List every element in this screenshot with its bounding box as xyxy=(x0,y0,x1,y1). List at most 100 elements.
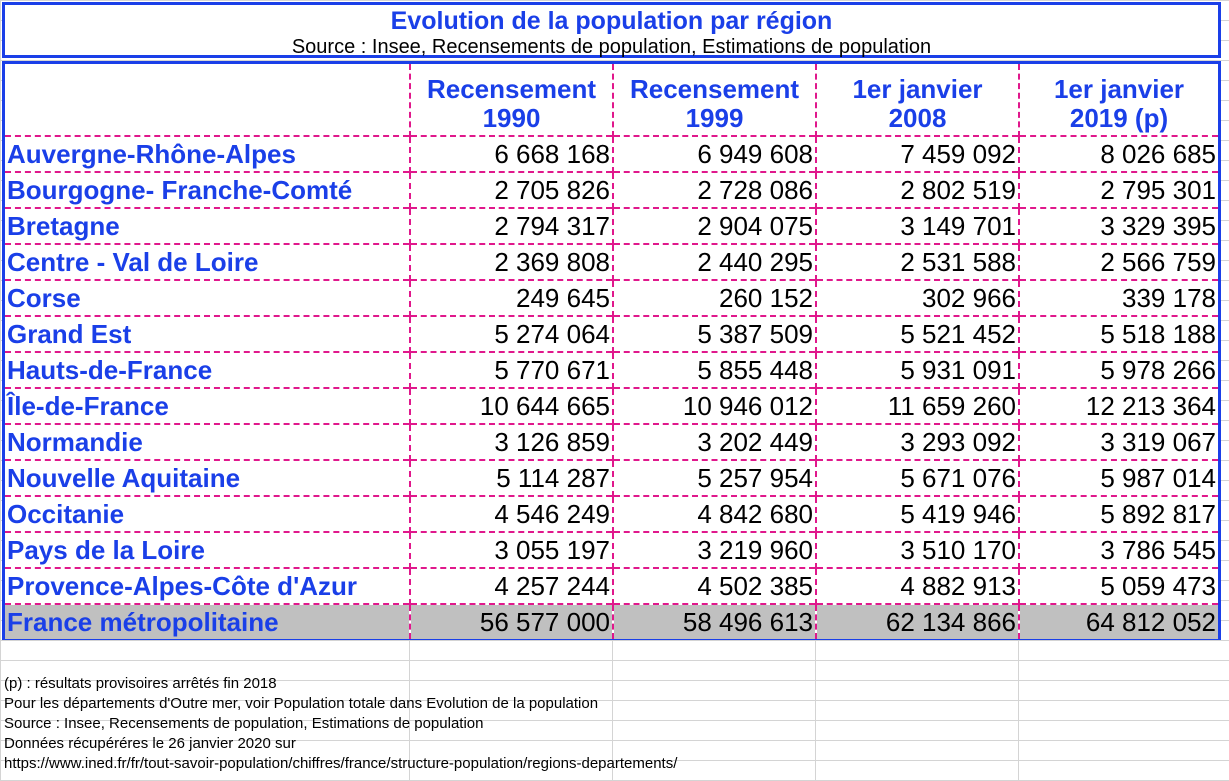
value-cell-1999[interactable]: 2 904 075 xyxy=(612,207,816,244)
value-cell-1990[interactable]: 10 644 665 xyxy=(409,387,613,424)
sheet-subtitle: Source : Insee, Recensements de populati… xyxy=(291,36,932,58)
header-1990[interactable]: Recensement 1990 xyxy=(409,64,613,136)
value-cell-1999[interactable]: 5 855 448 xyxy=(612,351,816,388)
value-cell-2019[interactable]: 5 978 266 xyxy=(1018,351,1218,388)
population-table: Recensement 1990 Recensement 1999 1er janv… xyxy=(5,64,1218,639)
header-1999[interactable]: Recensement 1999 xyxy=(612,64,816,136)
value-cell-1999[interactable]: 4 842 680 xyxy=(612,495,816,532)
value-cell-1990[interactable]: 4 257 244 xyxy=(409,567,613,604)
value-cell-2019[interactable]: 5 892 817 xyxy=(1018,495,1218,532)
value-cell-2008[interactable]: 5 671 076 xyxy=(815,459,1019,496)
value-cell-2019[interactable]: 5 518 188 xyxy=(1018,315,1218,352)
header-line2: 2019 (p) xyxy=(1069,103,1169,133)
value-cell-2008[interactable]: 5 521 452 xyxy=(815,315,1019,352)
value-cell-1999[interactable]: 3 219 960 xyxy=(612,531,816,568)
region-cell[interactable]: Pays de la Loire xyxy=(5,531,410,568)
table-row: Pays de la Loire 3 055 197 3 219 960 3 5… xyxy=(5,531,1218,568)
total-label-cell[interactable]: France métropolitaine xyxy=(5,603,410,639)
value-cell-2019[interactable]: 339 178 xyxy=(1018,279,1218,316)
value-cell-2008[interactable]: 3 149 701 xyxy=(815,207,1019,244)
region-cell[interactable]: Provence-Alpes-Côte d'Azur xyxy=(5,567,410,604)
value-cell-2008[interactable]: 3 510 170 xyxy=(815,531,1019,568)
table-row: Auvergne-Rhône-Alpes 6 668 168 6 949 608… xyxy=(5,135,1218,172)
value-cell-2008[interactable]: 7 459 092 xyxy=(815,135,1019,172)
value-cell-1990[interactable]: 2 705 826 xyxy=(409,171,613,208)
value-cell-1990[interactable]: 4 546 249 xyxy=(409,495,613,532)
value-cell-2008[interactable]: 4 882 913 xyxy=(815,567,1019,604)
region-cell[interactable]: Auvergne-Rhône-Alpes xyxy=(5,135,410,172)
header-line2: 2008 xyxy=(888,103,947,133)
title-cell[interactable]: Evolution de la population par région So… xyxy=(2,2,1221,58)
value-cell-1990[interactable]: 2 794 317 xyxy=(409,207,613,244)
value-cell-2019[interactable]: 2 795 301 xyxy=(1018,171,1218,208)
value-cell-2008[interactable]: 5 931 091 xyxy=(815,351,1019,388)
header-line1: Recensement xyxy=(426,74,597,104)
table-row: Corse 249 645 260 152 302 966 339 178 xyxy=(5,279,1218,316)
sheet-title: Evolution de la population par région xyxy=(390,7,833,35)
note-url[interactable]: https://www.ined.fr/fr/tout-savoir-popul… xyxy=(4,755,678,772)
note-retrieved[interactable]: Données récupéréres le 26 janvier 2020 s… xyxy=(4,735,296,752)
value-cell-1990[interactable]: 5 114 287 xyxy=(409,459,613,496)
value-cell-1999[interactable]: 5 387 509 xyxy=(612,315,816,352)
total-cell-1990[interactable]: 56 577 000 xyxy=(409,603,613,639)
table-row: Provence-Alpes-Côte d'Azur 4 257 244 4 5… xyxy=(5,567,1218,604)
table-row: Centre - Val de Loire 2 369 808 2 440 29… xyxy=(5,243,1218,280)
header-line1: 1er janvier xyxy=(1053,74,1185,104)
value-cell-2008[interactable]: 2 802 519 xyxy=(815,171,1019,208)
note-overseas[interactable]: Pour les départements d'Outre mer, voir … xyxy=(4,695,599,712)
region-cell[interactable]: Occitanie xyxy=(5,495,410,532)
value-cell-1999[interactable]: 10 946 012 xyxy=(612,387,816,424)
value-cell-2008[interactable]: 5 419 946 xyxy=(815,495,1019,532)
value-cell-2019[interactable]: 5 987 014 xyxy=(1018,459,1218,496)
value-cell-2008[interactable]: 2 531 588 xyxy=(815,243,1019,280)
value-cell-2008[interactable]: 3 293 092 xyxy=(815,423,1019,460)
value-cell-1999[interactable]: 5 257 954 xyxy=(612,459,816,496)
value-cell-1990[interactable]: 249 645 xyxy=(409,279,613,316)
region-cell[interactable]: Centre - Val de Loire xyxy=(5,243,410,280)
value-cell-1990[interactable]: 6 668 168 xyxy=(409,135,613,172)
value-cell-2019[interactable]: 3 329 395 xyxy=(1018,207,1218,244)
region-cell[interactable]: Grand Est xyxy=(5,315,410,352)
note-source[interactable]: Source : Insee, Recensements de populati… xyxy=(4,715,484,732)
header-2008[interactable]: 1er janvier 2008 xyxy=(815,64,1019,136)
table-row: Hauts-de-France 5 770 671 5 855 448 5 93… xyxy=(5,351,1218,388)
header-line1: Recensement xyxy=(629,74,800,104)
footnotes: (p) : résultats provisoires arrêtés fin … xyxy=(4,674,677,774)
header-2019[interactable]: 1er janvier 2019 (p) xyxy=(1018,64,1218,136)
region-cell[interactable]: Hauts-de-France xyxy=(5,351,410,388)
value-cell-1990[interactable]: 3 126 859 xyxy=(409,423,613,460)
note-provisional[interactable]: (p) : résultats provisoires arrêtés fin … xyxy=(4,675,277,692)
region-cell[interactable]: Bretagne xyxy=(5,207,410,244)
header-region[interactable] xyxy=(5,64,410,136)
total-cell-2008[interactable]: 62 134 866 xyxy=(815,603,1019,639)
total-cell-1999[interactable]: 58 496 613 xyxy=(612,603,816,639)
population-table-frame: Recensement 1990 Recensement 1999 1er janv… xyxy=(2,61,1221,640)
value-cell-1999[interactable]: 2 728 086 xyxy=(612,171,816,208)
value-cell-1990[interactable]: 5 770 671 xyxy=(409,351,613,388)
table-row: Île-de-France 10 644 665 10 946 012 11 6… xyxy=(5,387,1218,424)
value-cell-1999[interactable]: 6 949 608 xyxy=(612,135,816,172)
value-cell-1999[interactable]: 4 502 385 xyxy=(612,567,816,604)
value-cell-1999[interactable]: 3 202 449 xyxy=(612,423,816,460)
value-cell-1990[interactable]: 3 055 197 xyxy=(409,531,613,568)
value-cell-2008[interactable]: 11 659 260 xyxy=(815,387,1019,424)
value-cell-2019[interactable]: 3 786 545 xyxy=(1018,531,1218,568)
value-cell-2008[interactable]: 302 966 xyxy=(815,279,1019,316)
region-cell[interactable]: Nouvelle Aquitaine xyxy=(5,459,410,496)
value-cell-1999[interactable]: 260 152 xyxy=(612,279,816,316)
value-cell-2019[interactable]: 3 319 067 xyxy=(1018,423,1218,460)
value-cell-1990[interactable]: 5 274 064 xyxy=(409,315,613,352)
header-line1: 1er janvier xyxy=(852,74,983,104)
region-cell[interactable]: Corse xyxy=(5,279,410,316)
value-cell-2019[interactable]: 12 213 364 xyxy=(1018,387,1218,424)
value-cell-1990[interactable]: 2 369 808 xyxy=(409,243,613,280)
value-cell-2019[interactable]: 5 059 473 xyxy=(1018,567,1218,604)
region-cell[interactable]: Île-de-France xyxy=(5,387,410,424)
value-cell-2019[interactable]: 8 026 685 xyxy=(1018,135,1218,172)
total-cell-2019[interactable]: 64 812 052 xyxy=(1018,603,1218,639)
value-cell-1999[interactable]: 2 440 295 xyxy=(612,243,816,280)
value-cell-2019[interactable]: 2 566 759 xyxy=(1018,243,1218,280)
table-body: Auvergne-Rhône-Alpes 6 668 168 6 949 608… xyxy=(5,135,1218,639)
region-cell[interactable]: Bourgogne- Franche-Comté xyxy=(5,171,410,208)
region-cell[interactable]: Normandie xyxy=(5,423,410,460)
